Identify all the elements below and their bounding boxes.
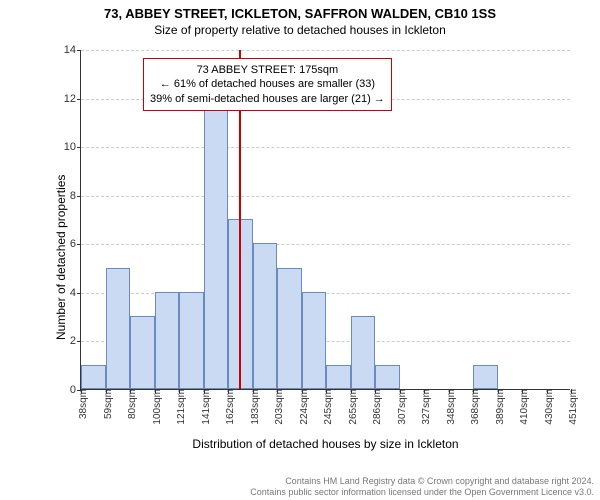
grid-line xyxy=(81,196,570,197)
x-tick-label: 410sqm xyxy=(514,389,530,425)
plot-area: Distribution of detached houses by size … xyxy=(80,50,570,390)
y-tick-mark xyxy=(77,50,81,51)
x-tick-label: 162sqm xyxy=(220,389,236,425)
x-tick-label: 286sqm xyxy=(367,389,383,425)
chart-container: Number of detached properties Distributi… xyxy=(50,50,570,420)
y-tick-mark xyxy=(77,341,81,342)
x-tick-label: 389sqm xyxy=(490,389,506,425)
annotation-box: 73 ABBEY STREET: 175sqm← 61% of detached… xyxy=(143,58,392,111)
histogram-bar xyxy=(106,268,131,389)
grid-line xyxy=(81,50,570,51)
x-tick-label: 59sqm xyxy=(98,389,114,419)
x-tick-label: 121sqm xyxy=(171,389,187,425)
footer-line1: Contains HM Land Registry data © Crown c… xyxy=(250,476,594,487)
annotation-line3: 39% of semi-detached houses are larger (… xyxy=(150,92,385,106)
histogram-bar xyxy=(326,365,351,389)
annotation-line1: 73 ABBEY STREET: 175sqm xyxy=(150,63,385,77)
histogram-bar xyxy=(302,292,327,389)
y-axis-label: Number of detached properties xyxy=(54,175,68,340)
y-tick-mark xyxy=(77,293,81,294)
grid-line xyxy=(81,147,570,148)
grid-line xyxy=(81,244,570,245)
histogram-bar xyxy=(81,365,106,389)
x-axis-label: Distribution of detached houses by size … xyxy=(192,437,458,451)
x-tick-label: 451sqm xyxy=(563,389,579,425)
x-tick-label: 245sqm xyxy=(318,389,334,425)
x-tick-label: 348sqm xyxy=(441,389,457,425)
footer-attribution: Contains HM Land Registry data © Crown c… xyxy=(250,476,594,498)
histogram-bar xyxy=(253,243,278,389)
x-tick-label: 430sqm xyxy=(539,389,555,425)
x-tick-label: 183sqm xyxy=(245,389,261,425)
x-tick-label: 203sqm xyxy=(269,389,285,425)
x-tick-label: 224sqm xyxy=(294,389,310,425)
x-tick-label: 141sqm xyxy=(196,389,212,425)
y-tick-mark xyxy=(77,244,81,245)
histogram-bar xyxy=(277,268,302,389)
histogram-bar xyxy=(473,365,498,389)
x-tick-label: 38sqm xyxy=(73,389,89,419)
x-tick-label: 327sqm xyxy=(416,389,432,425)
x-tick-label: 368sqm xyxy=(465,389,481,425)
y-tick-mark xyxy=(77,99,81,100)
annotation-line2: ← 61% of detached houses are smaller (33… xyxy=(150,77,385,91)
histogram-bar xyxy=(155,292,180,389)
histogram-bar xyxy=(179,292,204,389)
chart-title-main: 73, ABBEY STREET, ICKLETON, SAFFRON WALD… xyxy=(0,0,600,21)
chart-title-sub: Size of property relative to detached ho… xyxy=(0,21,600,37)
histogram-bar xyxy=(130,316,155,389)
histogram-bar xyxy=(375,365,400,389)
x-tick-label: 100sqm xyxy=(147,389,163,425)
x-tick-label: 265sqm xyxy=(343,389,359,425)
footer-line2: Contains public sector information licen… xyxy=(250,487,594,498)
x-tick-label: 307sqm xyxy=(392,389,408,425)
y-tick-mark xyxy=(77,147,81,148)
y-tick-mark xyxy=(77,196,81,197)
x-tick-label: 80sqm xyxy=(122,389,138,419)
histogram-bar xyxy=(351,316,376,389)
histogram-bar xyxy=(204,98,229,389)
